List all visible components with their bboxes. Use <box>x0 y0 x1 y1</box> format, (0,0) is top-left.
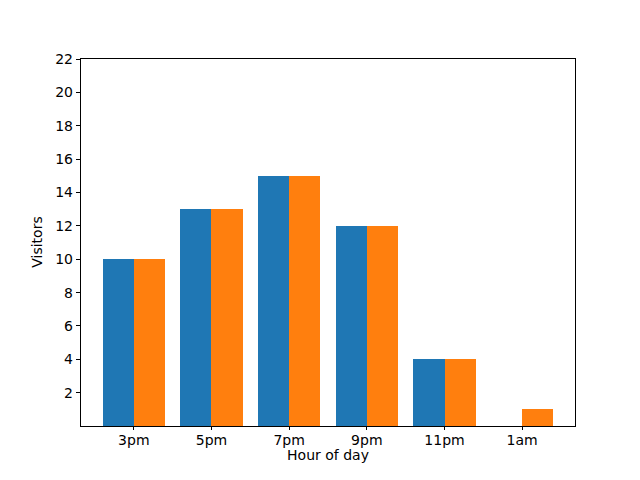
y-tick-label: 16 <box>55 152 73 166</box>
x-tick-mark <box>522 426 523 430</box>
bar-series-blue-3pm <box>103 259 134 426</box>
x-tick-label: 9pm <box>351 433 382 447</box>
bar-series-orange-3pm <box>134 259 165 426</box>
bar-series-orange-9pm <box>367 226 398 426</box>
y-tick-label: 14 <box>55 185 73 199</box>
x-tick-mark <box>366 426 367 430</box>
y-tick-mark <box>76 292 80 293</box>
bar-series-orange-1am <box>522 409 553 426</box>
x-tick-label: 3pm <box>118 433 149 447</box>
y-tick-mark <box>76 159 80 160</box>
x-tick-mark <box>211 426 212 430</box>
x-tick-mark <box>289 426 290 430</box>
y-axis-label: Visitors <box>30 216 44 267</box>
x-tick-label: 1am <box>507 433 538 447</box>
y-tick-mark <box>76 225 80 226</box>
bar-chart-figure: 2468101214161820223pm5pm7pm9pm11pm1am Vi… <box>0 0 640 480</box>
y-tick-label: 4 <box>64 352 73 366</box>
bar-series-orange-5pm <box>211 209 242 426</box>
y-tick-mark <box>76 125 80 126</box>
x-tick-label: 11pm <box>424 433 464 447</box>
y-tick-mark <box>76 359 80 360</box>
y-tick-label: 18 <box>55 119 73 133</box>
x-tick-label: 5pm <box>196 433 227 447</box>
x-tick-mark <box>133 426 134 430</box>
bar-series-blue-9pm <box>336 226 367 426</box>
y-tick-label: 22 <box>55 52 73 66</box>
y-tick-label: 10 <box>55 252 73 266</box>
y-tick-mark <box>76 92 80 93</box>
y-tick-mark <box>76 325 80 326</box>
bar-series-blue-5pm <box>180 209 211 426</box>
y-tick-mark <box>76 259 80 260</box>
x-tick-label: 7pm <box>273 433 304 447</box>
plot-area: 2468101214161820223pm5pm7pm9pm11pm1am <box>80 58 576 427</box>
x-axis-label: Hour of day <box>287 448 369 462</box>
y-tick-mark <box>76 192 80 193</box>
x-tick-mark <box>444 426 445 430</box>
bar-series-blue-11pm <box>413 359 444 426</box>
bar-series-blue-7pm <box>258 176 289 426</box>
y-tick-label: 2 <box>64 386 73 400</box>
y-tick-label: 12 <box>55 219 73 233</box>
bar-series-orange-11pm <box>445 359 476 426</box>
y-tick-label: 8 <box>64 286 73 300</box>
y-tick-mark <box>76 59 80 60</box>
bar-series-orange-7pm <box>289 176 320 426</box>
y-tick-label: 6 <box>64 319 73 333</box>
y-tick-mark <box>76 392 80 393</box>
y-tick-label: 20 <box>55 85 73 99</box>
